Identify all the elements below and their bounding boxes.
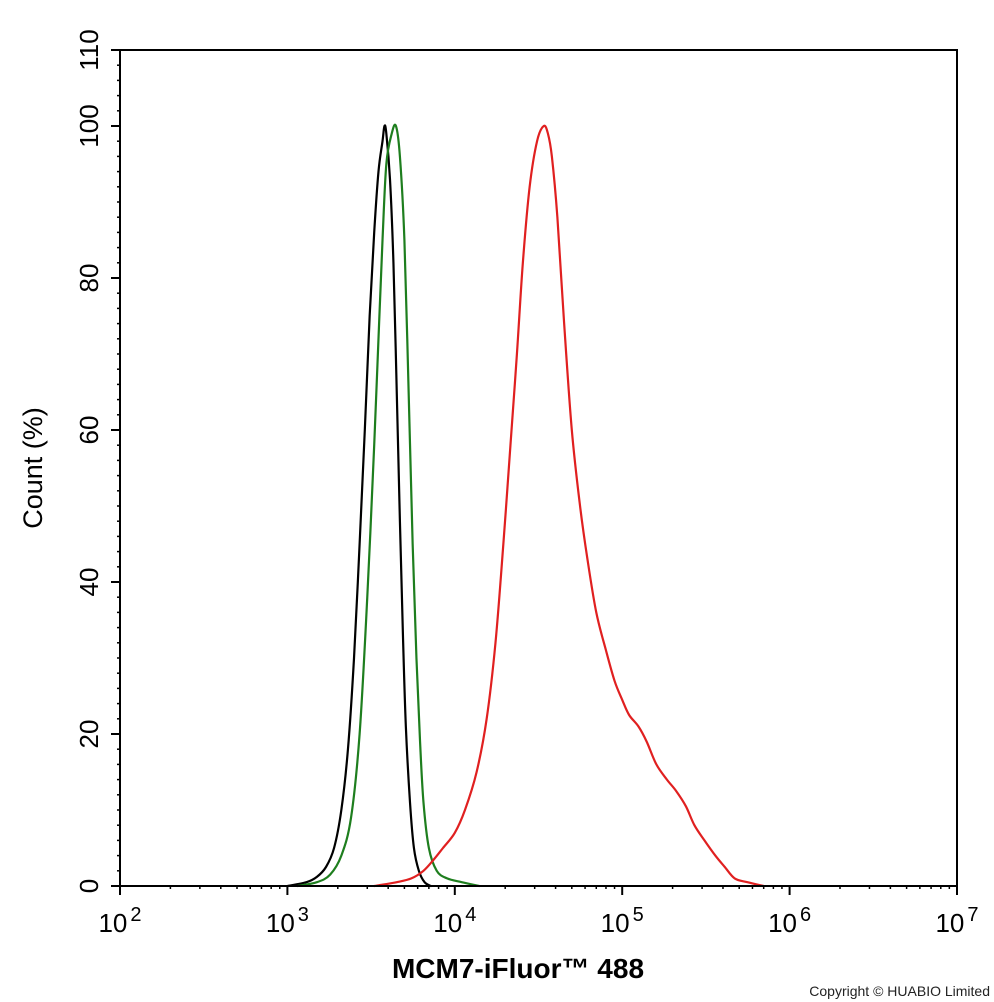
series-line-1	[286, 124, 433, 888]
x-tick-label: 10 6	[768, 904, 811, 938]
y-tick-label: 20	[74, 720, 104, 749]
y-axis-title: Count (%)	[18, 407, 48, 529]
y-tick-label: 110	[74, 29, 104, 70]
x-tick-label: 10 5	[601, 904, 644, 938]
x-tick-labels: 10 2 10 3 10 4 10 5 10 6 10 7	[98, 904, 978, 938]
series-layer	[286, 123, 765, 888]
y-tick-label: 40	[74, 568, 104, 597]
series-line-3	[373, 124, 765, 888]
series-line-2	[296, 123, 481, 888]
copyright-notice: Copyright © HUABIO Limited	[809, 983, 990, 999]
x-tick-label: 10 7	[935, 904, 978, 938]
x-tick-label: 10 3	[266, 904, 309, 938]
x-tick-label: 10 2	[98, 904, 141, 938]
y-tick-label: 80	[74, 264, 104, 293]
x-tick-label: 10 4	[433, 904, 476, 938]
y-tick-labels: 0 20 40 60 80 100 110	[74, 29, 104, 893]
y-tick-label: 60	[74, 416, 104, 445]
major-ticks	[111, 49, 958, 895]
y-tick-label: 100	[74, 104, 104, 147]
y-tick-label: 0	[74, 879, 104, 893]
x-axis-title: MCM7-iFluor™ 488	[392, 953, 644, 984]
plot-frame	[119, 49, 958, 887]
